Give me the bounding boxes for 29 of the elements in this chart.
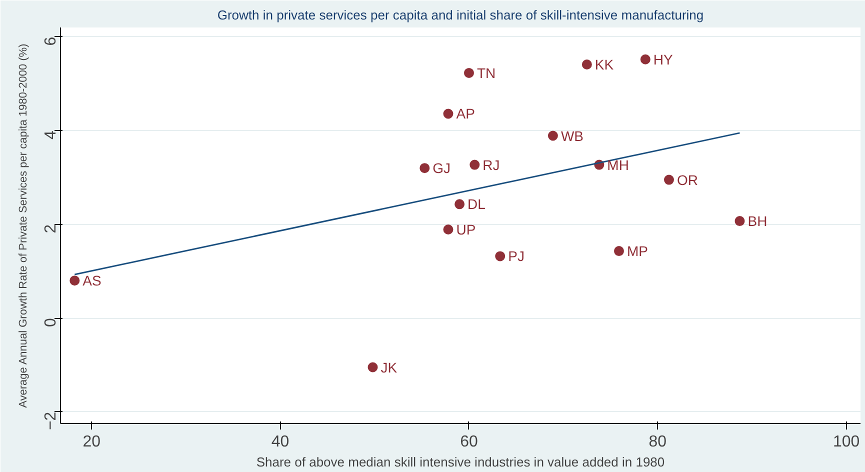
- x-tick-label: 80: [648, 434, 667, 450]
- data-label: KK: [594, 56, 614, 73]
- data-label: WB: [560, 128, 584, 144]
- data-label: HY: [653, 51, 674, 68]
- y-tick-label: 4: [42, 130, 60, 140]
- data-label: MH: [607, 156, 629, 173]
- chart-title: Growth in private services per capita and initial share of skill-intensive manufacturing: [217, 8, 704, 22]
- x-tick-label: 60: [460, 434, 478, 450]
- data-label: AP: [456, 106, 475, 122]
- data-label: JK: [380, 359, 398, 376]
- data-label: MP: [626, 243, 648, 260]
- x-tick-label: 20: [82, 434, 101, 450]
- data-label: BH: [748, 213, 768, 230]
- y-axis-title: Average Annual Growth Rate of Private Services per capita 1980-2000 (%): [18, 44, 30, 408]
- x-tick-label: 100: [833, 434, 860, 450]
- data-label: DL: [468, 196, 486, 212]
- x-axis-title: Share of above median skill intensive industries in value added in 1980: [256, 454, 665, 470]
- y-tick-label: −2: [42, 412, 60, 430]
- x-tick-label: 40: [271, 434, 290, 450]
- data-label: UP: [456, 221, 476, 238]
- data-label: RJ: [482, 156, 500, 173]
- data-label: OR: [676, 172, 698, 188]
- data-label: TN: [476, 64, 496, 81]
- y-tick-label: 2: [42, 224, 60, 234]
- data-label: AS: [82, 272, 102, 289]
- data-label: GJ: [432, 160, 451, 176]
- y-tick-label: 6: [42, 36, 60, 46]
- y-tick-label: 0: [42, 318, 60, 327]
- data-label: PJ: [508, 248, 524, 264]
